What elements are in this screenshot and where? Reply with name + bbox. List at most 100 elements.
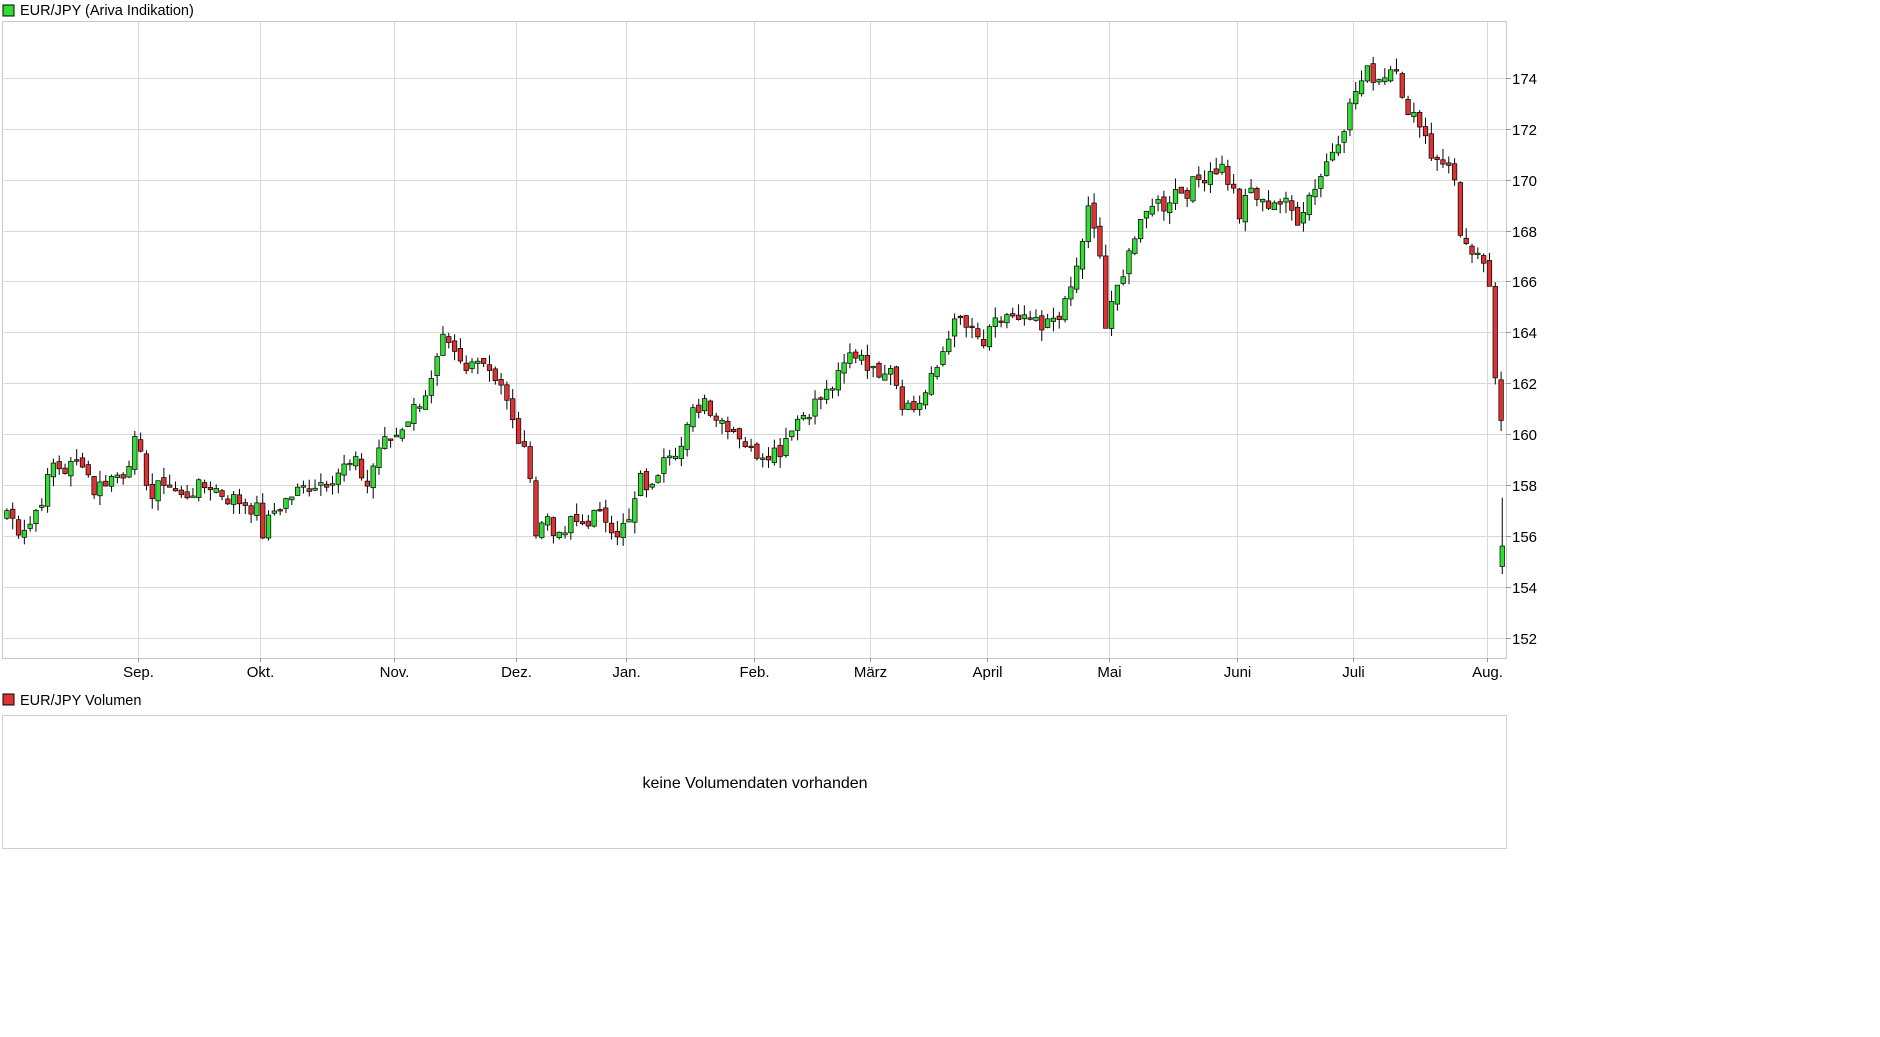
x-month-label: Aug. [1472, 664, 1503, 681]
candle-body [818, 397, 824, 400]
candle-body [213, 488, 219, 493]
candle-up [126, 460, 132, 479]
candle-body [1382, 77, 1388, 83]
candle-down [725, 416, 731, 440]
candle-up [946, 330, 952, 355]
candle-down [15, 515, 22, 539]
candle-down [1417, 110, 1423, 138]
candle-body [207, 487, 214, 491]
candle-body [1103, 255, 1109, 329]
candle-down [143, 450, 150, 491]
candle-body [620, 522, 626, 538]
candle-body [667, 455, 673, 459]
candle-body [1219, 163, 1225, 173]
price-legend-label: EUR/JPY (Ariva Indikation) [20, 3, 194, 19]
candle-down [1254, 186, 1260, 207]
candle-down [504, 381, 510, 410]
candle-up [1271, 200, 1277, 211]
x-month-label: Juli [1342, 664, 1365, 681]
candle-body [1428, 133, 1434, 159]
candle-body [603, 507, 609, 523]
candle-body [1126, 250, 1132, 275]
candle-body [579, 521, 586, 525]
candle-body [1388, 69, 1394, 82]
candle-up [1120, 269, 1126, 286]
candle-up [434, 353, 440, 386]
candle-up [382, 426, 388, 450]
candle-body [812, 398, 818, 417]
candle-body [1289, 200, 1295, 211]
candle-up [951, 313, 958, 348]
candle-up [300, 480, 307, 494]
candle-body [1300, 212, 1307, 224]
candle-up [329, 475, 336, 495]
candle-body [539, 522, 545, 538]
candle-up [21, 519, 27, 545]
candle-body [434, 356, 440, 376]
candle-body [719, 419, 725, 424]
candle-body [1015, 314, 1022, 320]
candle-body [1085, 205, 1091, 242]
candle-down [1103, 244, 1109, 329]
candle-down [1265, 190, 1272, 211]
candle-body [335, 472, 341, 485]
candle-body [1393, 69, 1400, 72]
candle-body [829, 388, 836, 391]
candle-body [1079, 241, 1086, 270]
candle-up [1207, 162, 1214, 193]
candle-body [370, 465, 376, 489]
candle-body [951, 318, 958, 337]
candle-body [74, 459, 80, 462]
candle-body [632, 498, 638, 523]
candle-body [789, 430, 795, 438]
candle-body [1091, 202, 1097, 229]
candle-up [196, 478, 202, 502]
candle-up [684, 422, 690, 457]
candle-down [10, 502, 16, 530]
y-tick-label: 164 [1512, 325, 1537, 342]
candle-down [446, 332, 452, 349]
candle-body [649, 483, 655, 488]
candle-body [742, 441, 748, 448]
candle-up [632, 491, 638, 534]
candle-up [370, 463, 376, 499]
volume-legend-swatch [2, 693, 15, 706]
candle-body [1167, 202, 1173, 213]
candle-body [486, 364, 493, 371]
candle-down [614, 520, 620, 546]
candle-down [777, 438, 783, 468]
candle-up [1329, 143, 1336, 162]
candle-body [138, 439, 144, 452]
x-month-label: Juni [1224, 664, 1252, 681]
candle-down [492, 366, 498, 385]
candle-body [1294, 206, 1301, 226]
candle-up [294, 483, 301, 496]
candle-down [91, 475, 97, 499]
candle-up [1376, 78, 1382, 86]
candle-up [1411, 102, 1417, 123]
candle-body [405, 421, 411, 428]
axis-layer: 152 154 156 158 160 162 164 166 168 170 172 174 Sep.… [123, 71, 1537, 681]
candle-body [1329, 151, 1336, 161]
candle-layer [4, 56, 1505, 575]
candle-body [428, 378, 434, 396]
candle-up [678, 436, 684, 467]
candle-down [1289, 195, 1295, 221]
candle-body [236, 494, 243, 505]
candle-body [393, 434, 400, 438]
candle-down [277, 508, 283, 516]
candle-up [1004, 312, 1010, 329]
candle-up [771, 439, 777, 466]
candle-down [1294, 201, 1301, 226]
candle-body [725, 420, 731, 433]
candle-down [1015, 304, 1022, 321]
candle-down [1231, 173, 1237, 194]
candle-body [1481, 255, 1487, 264]
candle-down [510, 389, 516, 429]
candle-body [1097, 225, 1103, 257]
candle-body [254, 502, 260, 517]
candle-down [643, 468, 650, 498]
candle-body [794, 418, 801, 431]
candle-up [1085, 196, 1091, 249]
candle-up [312, 479, 318, 492]
